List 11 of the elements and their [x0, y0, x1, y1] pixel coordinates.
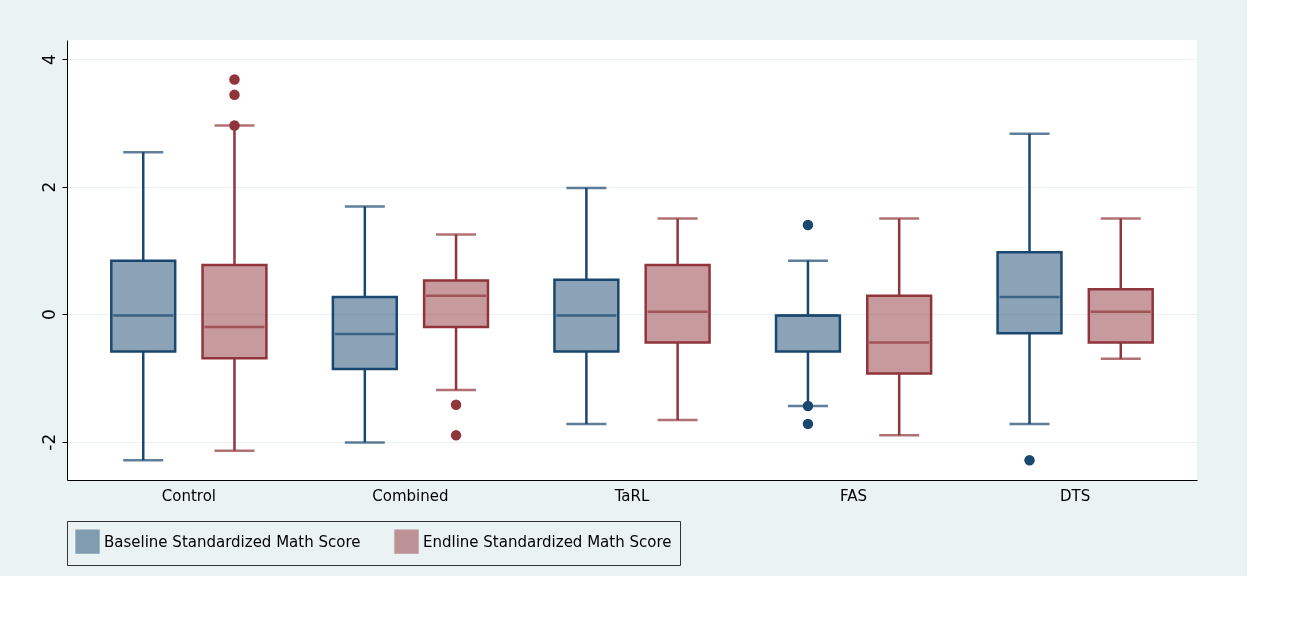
x-tick-label: Control: [161, 486, 216, 505]
y-tick-label: -2: [38, 433, 59, 451]
legend-label: Baseline Standardized Math Score: [104, 532, 361, 551]
y-tick-label: 0: [38, 309, 59, 321]
x-tick-label: FAS: [840, 486, 868, 505]
x-tick-label: DTS: [1060, 486, 1091, 505]
x-tick-label: TaRL: [613, 486, 650, 505]
x-tick-label: Combined: [372, 486, 449, 505]
legend-label: Endline Standardized Math Score: [423, 532, 672, 551]
y-tick-label: 4: [38, 54, 59, 66]
y-tick-label: 2: [38, 181, 59, 193]
